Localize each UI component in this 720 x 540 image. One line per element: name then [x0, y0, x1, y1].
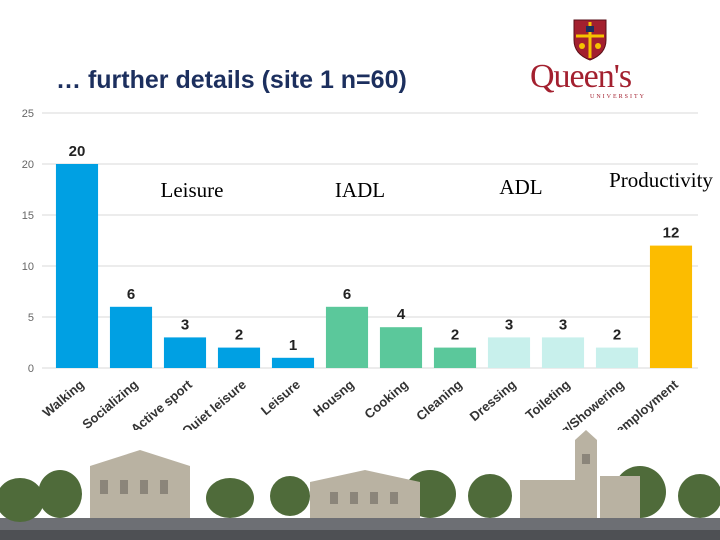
category-label: Walking [39, 377, 86, 420]
category-label: Toileting [523, 377, 573, 423]
category-label: Housng [310, 377, 357, 420]
logo-wordmark: Queen's [530, 58, 632, 95]
value-label: 2 [613, 327, 621, 344]
value-label: 20 [69, 143, 86, 160]
bar [595, 347, 639, 368]
category-label: Cleaning [413, 377, 465, 424]
y-tick-label: 25 [22, 108, 34, 120]
value-label: 3 [559, 316, 567, 333]
y-tick-label: 0 [28, 363, 34, 375]
category-label: Dressing [467, 377, 519, 424]
group-label: IADL [335, 178, 385, 202]
bar [271, 357, 315, 368]
campus-illustration [0, 430, 720, 540]
bar [109, 306, 153, 368]
slide-title: … further details (site 1 n=60) [56, 66, 407, 94]
group-label: Leisure [161, 178, 224, 202]
university-logo: Queen's UNIVERSITY [530, 16, 650, 100]
value-label: 3 [505, 316, 513, 333]
value-label: 1 [289, 337, 297, 354]
bar [649, 245, 693, 368]
category-label: Leisure [258, 377, 303, 418]
bar [379, 327, 423, 368]
y-tick-label: 20 [22, 159, 34, 171]
value-label: 3 [181, 316, 189, 333]
bar [487, 337, 531, 368]
bar [163, 337, 207, 368]
category-label: Cooking [361, 377, 411, 422]
logo-subtext: UNIVERSITY [590, 94, 646, 100]
bar [433, 347, 477, 368]
y-tick-label: 10 [22, 261, 34, 273]
bar [541, 337, 585, 368]
bar [55, 164, 99, 368]
y-tick-label: 15 [22, 210, 34, 222]
value-label: 2 [451, 327, 459, 344]
value-label: 6 [127, 286, 135, 303]
group-label: ADL [499, 175, 542, 199]
crest-icon [573, 19, 607, 61]
group-label: Productivity [609, 168, 713, 192]
y-tick-label: 5 [28, 312, 34, 324]
value-label: 12 [663, 225, 680, 242]
bar [217, 347, 261, 368]
value-label: 2 [235, 327, 243, 344]
bar [325, 306, 369, 368]
value-label: 4 [397, 306, 406, 323]
bar-layer [55, 164, 693, 368]
value-label: 6 [343, 286, 351, 303]
